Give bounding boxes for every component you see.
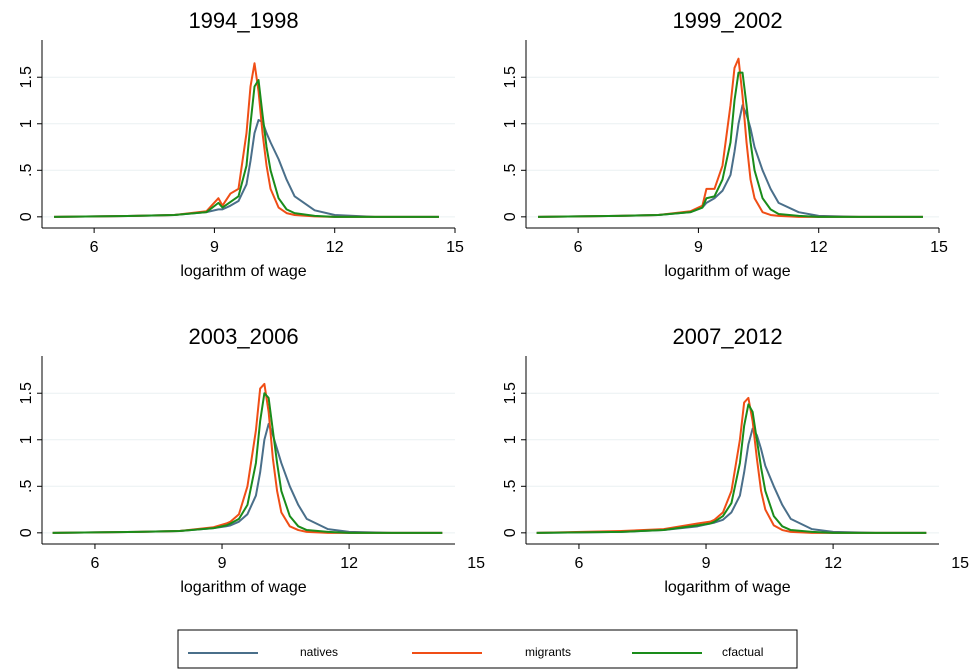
panel-title: 2003_2006 bbox=[188, 324, 298, 349]
density-line bbox=[538, 71, 923, 218]
panel: 1999_2002 logarithm of wage 0 .5 1 1.5 6 9 12 15 bbox=[502, 8, 948, 280]
legend-label: migrants bbox=[525, 645, 571, 659]
panel-title: 2007_2012 bbox=[672, 324, 782, 349]
density-line bbox=[536, 427, 927, 534]
y-tick-label: .5 bbox=[502, 480, 519, 493]
y-tick-label: 0 bbox=[18, 212, 35, 221]
legend-label: cfactual bbox=[722, 645, 763, 659]
x-tick-label: 12 bbox=[340, 555, 358, 572]
x-axis-label: logarithm of wage bbox=[664, 263, 790, 280]
y-tick-label: 0 bbox=[502, 212, 519, 221]
x-tick-label: 15 bbox=[446, 239, 464, 256]
x-tick-label: 15 bbox=[930, 239, 948, 256]
x-tick-label: 12 bbox=[810, 239, 828, 256]
density-line bbox=[538, 104, 923, 218]
y-tick-label: .5 bbox=[502, 164, 519, 177]
x-tick-label: 9 bbox=[218, 555, 227, 572]
density-line bbox=[52, 392, 443, 534]
x-tick-label: 15 bbox=[467, 555, 485, 572]
x-tick-label: 6 bbox=[574, 239, 583, 256]
y-tick-label: 1.5 bbox=[502, 382, 519, 404]
density-line bbox=[54, 119, 439, 218]
density-line bbox=[536, 403, 927, 534]
y-tick-label: 1.5 bbox=[18, 66, 35, 88]
density-line bbox=[538, 57, 923, 218]
x-tick-label: 15 bbox=[951, 555, 969, 572]
panel: 1994_1998 logarithm of wage 0 .5 1 1.5 6 9 12 15 bbox=[18, 8, 464, 280]
y-tick-label: 1 bbox=[18, 435, 35, 444]
panel: 2007_2012 logarithm of wage 0 .5 1 1.5 6 9 12 15 bbox=[502, 324, 969, 596]
density-line bbox=[52, 382, 443, 534]
legend-box bbox=[177, 629, 798, 669]
y-tick-label: .5 bbox=[18, 164, 35, 177]
y-tick-label: 1 bbox=[502, 435, 519, 444]
x-tick-label: 12 bbox=[824, 555, 842, 572]
x-tick-label: 6 bbox=[574, 555, 583, 572]
y-tick-label: 0 bbox=[18, 528, 35, 537]
y-tick-label: 1.5 bbox=[18, 382, 35, 404]
y-tick-label: .5 bbox=[18, 480, 35, 493]
x-axis-label: logarithm of wage bbox=[180, 579, 306, 596]
y-tick-label: 1.5 bbox=[502, 66, 519, 88]
x-tick-label: 6 bbox=[90, 239, 99, 256]
legend-label: natives bbox=[300, 645, 338, 659]
panel: 2003_2006 logarithm of wage 0 .5 1 1.5 6 9 12 15 bbox=[18, 324, 485, 596]
x-tick-label: 9 bbox=[210, 239, 219, 256]
panel-title: 1994_1998 bbox=[188, 8, 298, 33]
y-tick-label: 0 bbox=[502, 528, 519, 537]
x-tick-label: 9 bbox=[694, 239, 703, 256]
x-axis-label: logarithm of wage bbox=[180, 263, 306, 280]
x-tick-label: 9 bbox=[702, 555, 711, 572]
y-tick-label: 1 bbox=[18, 119, 35, 128]
density-line bbox=[54, 79, 439, 218]
x-tick-label: 6 bbox=[90, 555, 99, 572]
x-tick-label: 12 bbox=[326, 239, 344, 256]
y-tick-label: 1 bbox=[502, 119, 519, 128]
x-axis-label: logarithm of wage bbox=[664, 579, 790, 596]
panel-title: 1999_2002 bbox=[672, 8, 782, 33]
density-line bbox=[54, 62, 439, 218]
density-line bbox=[52, 422, 443, 534]
